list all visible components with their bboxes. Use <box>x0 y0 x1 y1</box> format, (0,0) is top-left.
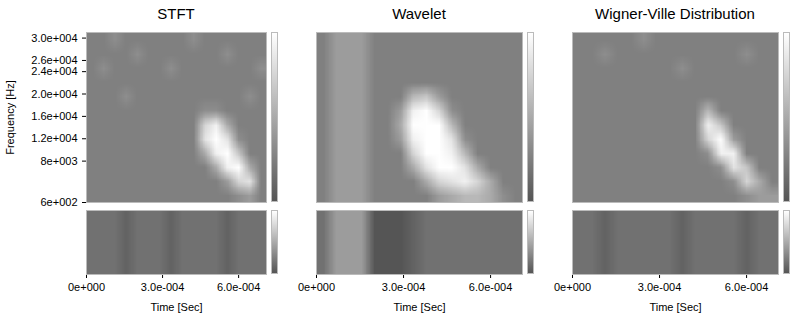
svg-text:0e+000: 0e+000 <box>554 281 591 293</box>
svg-text:3.0e-004: 3.0e-004 <box>141 281 184 293</box>
svg-text:6.0e-004: 6.0e-004 <box>217 281 260 293</box>
html-text:Wavelet: Wavelet <box>392 5 446 22</box>
svg-text:3.0e-004: 3.0e-004 <box>382 281 425 293</box>
svg-text:1.6e+004: 1.6e+004 <box>31 110 77 122</box>
svg-text:2.4e+004: 2.4e+004 <box>31 65 77 77</box>
svg-text:0e+000: 0e+000 <box>68 281 105 293</box>
svg-text:8e+003: 8e+003 <box>40 155 77 167</box>
svg-text:Time [Sec]: Time [Sec] <box>649 301 701 313</box>
svg-text:6.0e-004: 6.0e-004 <box>469 281 512 293</box>
html-text:STFT: STFT <box>157 5 195 22</box>
svg-text:3.0e+004: 3.0e+004 <box>31 32 77 44</box>
svg-text:Time [Sec]: Time [Sec] <box>393 301 445 313</box>
svg-text:6.0e-004: 6.0e-004 <box>725 281 768 293</box>
svg-text:0e+000: 0e+000 <box>298 281 335 293</box>
svg-text:Time [Sec]: Time [Sec] <box>150 301 202 313</box>
svg-text:Frequency [Hz]: Frequency [Hz] <box>4 80 16 155</box>
svg-text:2.6e+004: 2.6e+004 <box>31 54 78 66</box>
svg-text:3.0e-004: 3.0e-004 <box>638 281 681 293</box>
svg-text:2.0e+004: 2.0e+004 <box>31 88 77 100</box>
svg-text:6e+002: 6e+002 <box>40 196 78 208</box>
svg-text:1.2e+004: 1.2e+004 <box>31 132 77 144</box>
html-text:Wigner-Ville Distribution: Wigner-Ville Distribution <box>595 5 755 22</box>
